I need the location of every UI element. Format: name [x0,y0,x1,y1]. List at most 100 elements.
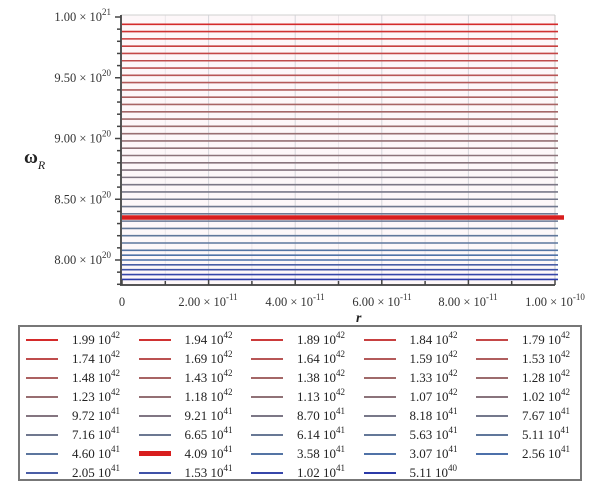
legend-swatch [476,433,508,436]
legend-label: 1.48 1042 [72,368,120,386]
legend-item: 1.02 1042 [476,388,589,407]
legend-item: 6.65 1041 [138,424,252,444]
legend-label: 4.60 1041 [72,443,120,461]
legend-swatch [138,415,171,417]
legend-swatch [363,339,396,342]
legend-label: 7.67 1041 [522,406,570,424]
legend-swatch [251,415,283,417]
legend-item: 1.43 1042 [138,369,252,388]
legend-label: 3.07 1041 [409,443,458,461]
legend-item: 1.99 1042 [26,331,139,350]
x-tick-label: 8.00 × 10-11 [438,292,497,309]
legend-swatch [138,358,171,361]
legend-label: 1.94 1042 [184,330,233,348]
y-tick-label: 8.50 × 1020 [54,189,111,206]
legend-swatch [363,452,396,455]
legend-swatch [251,339,283,342]
legend-label: 5.11 1040 [409,462,458,480]
x-tick-label: 2.00 × 10-11 [178,292,237,309]
legend-swatch [138,433,171,436]
legend-swatch [251,471,283,474]
legend-label: 1.99 1042 [72,330,120,348]
legend-item: 1.33 1042 [363,368,477,388]
x-axis-title: r [356,311,362,326]
legend-label: 6.65 1041 [184,424,233,442]
legend-label: 1.13 1042 [297,387,345,405]
legend-grid: 1.99 1042 1.94 1042 1.89 1042 1.84 1042 1.79… [26,331,589,482]
legend-item: 1.28 1042 [476,369,589,388]
legend-swatch [363,377,396,380]
legend-item: 1.38 1042 [251,369,364,388]
legend-swatch [26,358,58,361]
x-tick-label: 0 [119,295,125,309]
legend-item: 5.11 1041 [476,425,589,444]
legend-item: 1.18 1042 [138,387,252,407]
legend-item: 1.89 1042 [251,331,364,350]
legend-swatch [26,471,58,474]
legend-swatch [363,433,396,436]
legend-swatch [476,452,508,455]
legend-swatch [363,358,396,361]
legend-swatch [251,377,283,380]
legend-item: 7.67 1041 [476,407,589,426]
legend-swatch [138,451,171,457]
y-tick-label: 1.00 × 1021 [54,7,111,24]
legend-swatch [476,358,508,361]
x-tick-label: 4.00 × 10-11 [265,292,324,309]
legend-item: 1.53 1042 [476,350,589,369]
legend-swatch [26,396,58,399]
series-lines [122,23,564,281]
legend-item: 5.63 1041 [363,424,477,444]
legend-label: 1.53 1041 [184,462,233,480]
legend-label: 9.72 1041 [72,406,120,424]
legend-swatch [476,396,508,399]
legend-item: 1.48 1042 [26,369,139,388]
legend-label: 5.63 1041 [409,424,458,442]
legend-swatch [476,339,508,342]
legend-item: 1.53 1041 [138,462,252,482]
legend-item: 3.58 1041 [251,444,364,463]
legend-swatch [26,452,58,455]
legend-swatch [26,433,58,436]
legend-item: 5.11 1040 [363,462,477,482]
legend-item: 6.14 1041 [251,425,364,444]
legend-label: 6.14 1041 [297,424,345,442]
legend: 1.99 1042 1.94 1042 1.89 1042 1.84 1042 1.79… [18,325,582,481]
legend-item: 4.09 1041 [138,443,252,463]
legend-label: 1.89 1042 [297,330,345,348]
legend-swatch [138,396,171,399]
legend-item: 1.13 1042 [251,388,364,407]
legend-item: 2.05 1041 [26,463,139,482]
legend-label: 1.33 1042 [409,368,458,386]
legend-item: 1.69 1042 [138,350,252,369]
y-tick-label: 9.50 × 1020 [54,68,111,85]
legend-label: 1.18 1042 [184,387,233,405]
legend-item: 1.64 1042 [251,350,364,369]
legend-item: 1.94 1042 [138,330,252,350]
legend-item: 1.84 1042 [363,331,477,350]
legend-swatch [363,415,396,417]
legend-swatch [251,358,283,361]
legend-item: 1.23 1042 [26,388,139,407]
legend-item: 3.07 1041 [363,443,477,463]
legend-label: 4.09 1041 [184,443,233,461]
legend-swatch [26,339,58,342]
legend-swatch [476,415,508,417]
legend-swatch [363,471,396,474]
legend-item: 1.74 1042 [26,350,139,369]
y-tick-label: 8.00 × 1020 [54,250,111,267]
legend-label: 1.74 1042 [72,349,120,367]
legend-label: 8.70 1041 [297,406,345,424]
legend-label: 1.38 1042 [297,368,345,386]
legend-swatch [26,377,58,380]
legend-label: 2.56 1041 [522,443,570,461]
y-tick-label: 9.00 × 1020 [54,129,111,146]
legend-label: 5.11 1041 [522,424,570,442]
legend-label: 1.07 1042 [409,387,458,405]
y-axis-title: ωR [24,147,46,172]
legend-label: 1.59 1042 [409,349,458,367]
legend-item: 2.56 1041 [476,444,589,463]
legend-item: 1.59 1042 [363,349,477,369]
legend-label: 1.64 1042 [297,349,345,367]
